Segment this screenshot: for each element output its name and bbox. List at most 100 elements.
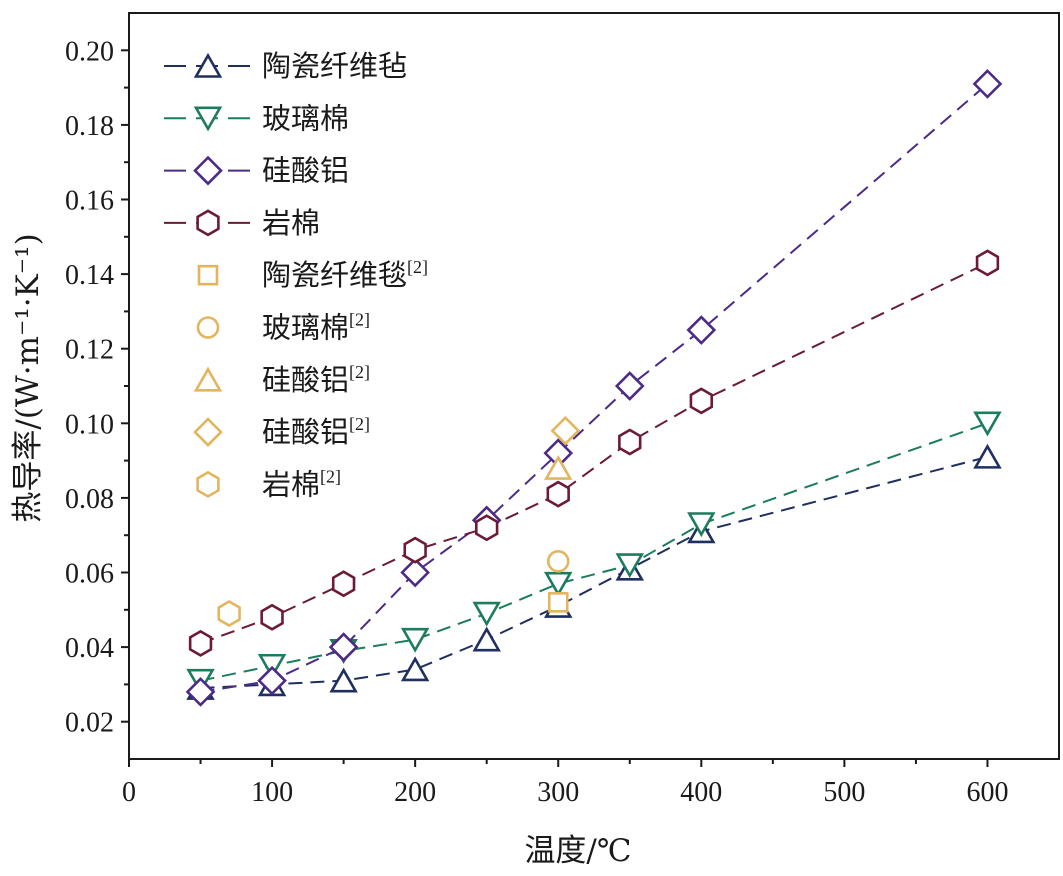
x-axis-title: 温度/℃ bbox=[524, 833, 631, 869]
series-2-point-1 bbox=[257, 665, 287, 696]
series-1-point-5 bbox=[543, 571, 573, 597]
series-2-point-6 bbox=[614, 371, 645, 401]
series-1-point-7 bbox=[687, 512, 716, 538]
legend-reference: [2] bbox=[407, 257, 428, 277]
series-1-point-4 bbox=[472, 601, 501, 627]
legend-entry-0: 陶瓷纤维毡 bbox=[164, 49, 407, 83]
series-7-point-0 bbox=[550, 415, 581, 446]
legend-name: 岩棉 bbox=[262, 467, 320, 501]
legend-marker bbox=[196, 209, 220, 237]
legend-marker bbox=[193, 52, 223, 78]
legend-marker bbox=[196, 316, 220, 339]
x-tick-label: 600 bbox=[966, 777, 1008, 808]
series-3-point-8 bbox=[975, 249, 1000, 277]
y-tick-label: 0.10 bbox=[65, 409, 114, 440]
x-tick-label: 300 bbox=[537, 777, 579, 808]
axis-ticks: 0 100 200 300 400 500 600 0.02 0.04 0.06 0.08 0.10 0… bbox=[65, 36, 1008, 808]
y-tick-label: 0.14 bbox=[65, 260, 114, 291]
series-7 bbox=[550, 415, 581, 446]
legend-reference: [2] bbox=[349, 310, 370, 330]
series-3-point-3 bbox=[403, 536, 427, 564]
series-2-point-2 bbox=[328, 632, 359, 662]
legend-marker bbox=[197, 264, 219, 286]
series-3-point-1 bbox=[260, 603, 284, 631]
series-4-point-0 bbox=[547, 592, 569, 613]
legend-entry-7: 硅酸铝[2] bbox=[193, 414, 370, 449]
legend: 陶瓷纤维毡玻璃棉硅酸铝岩棉陶瓷纤维毯[2]玻璃棉[2]硅酸铝[2]硅酸铝[2]岩… bbox=[164, 49, 428, 501]
y-tick-label: 0.08 bbox=[65, 484, 114, 515]
legend-name: 硅酸铝 bbox=[262, 363, 349, 397]
series-2-point-3 bbox=[400, 557, 430, 588]
series-3-point-4 bbox=[474, 514, 499, 542]
legend-label: 陶瓷纤维毯[2] bbox=[262, 257, 428, 292]
legend-entry-6: 硅酸铝[2] bbox=[193, 362, 370, 397]
series-1-point-1 bbox=[257, 653, 287, 679]
y-tick-label: 0.02 bbox=[65, 708, 114, 739]
y-tick-label: 0.06 bbox=[65, 559, 114, 590]
x-tick-label: 100 bbox=[251, 777, 293, 808]
series-3-point-2 bbox=[331, 570, 356, 598]
legend-name: 硅酸铝 bbox=[262, 154, 349, 188]
series-8 bbox=[217, 600, 241, 628]
series-4 bbox=[547, 592, 569, 613]
series-6-point-0 bbox=[543, 454, 573, 480]
legend-label: 玻璃棉 bbox=[262, 101, 349, 135]
series-3-point-7 bbox=[689, 387, 714, 415]
legend-entry-1: 玻璃棉 bbox=[164, 101, 349, 135]
series-1-point-6 bbox=[615, 553, 645, 579]
series-2-point-8 bbox=[972, 69, 1003, 99]
legend-entry-2: 硅酸铝 bbox=[164, 154, 349, 188]
legend-entry-5: 玻璃棉[2] bbox=[196, 310, 370, 345]
series-3 bbox=[188, 249, 1000, 657]
series-layer bbox=[185, 69, 1003, 707]
series-0-point-8 bbox=[973, 443, 1002, 469]
legend-marker bbox=[196, 470, 220, 498]
legend-reference: [2] bbox=[349, 362, 370, 382]
series-0-point-3 bbox=[400, 656, 430, 682]
legend-marker bbox=[193, 106, 223, 132]
legend-entry-4: 陶瓷纤维毯[2] bbox=[197, 257, 428, 292]
series-3-point-0 bbox=[188, 629, 213, 657]
y-tick-label: 0.12 bbox=[65, 335, 114, 366]
series-5-point-0 bbox=[546, 550, 570, 573]
legend-entry-3: 岩棉 bbox=[164, 206, 320, 240]
series-2-point-0 bbox=[185, 677, 216, 707]
series-6 bbox=[543, 454, 573, 480]
legend-name: 陶瓷纤维毡 bbox=[262, 49, 407, 83]
y-axis-title: 热导率/(W·m⁻¹·K⁻¹) bbox=[10, 233, 46, 522]
legend-marker bbox=[193, 417, 223, 447]
x-tick-label: 0 bbox=[122, 777, 136, 808]
legend-label: 玻璃棉[2] bbox=[262, 310, 370, 345]
y-tick-label: 0.18 bbox=[65, 111, 114, 142]
legend-entry-8: 岩棉[2] bbox=[196, 466, 341, 501]
series-3-point-6 bbox=[618, 428, 642, 456]
legend-name: 玻璃棉 bbox=[262, 101, 349, 135]
legend-marker bbox=[193, 155, 223, 186]
legend-reference: [2] bbox=[320, 466, 341, 486]
legend-name: 硅酸铝 bbox=[262, 415, 349, 449]
legend-label: 硅酸铝 bbox=[262, 154, 349, 188]
series-0-point-2 bbox=[329, 667, 358, 693]
legend-label: 岩棉 bbox=[262, 206, 320, 240]
legend-name: 岩棉 bbox=[262, 206, 320, 240]
series-0-point-4 bbox=[472, 626, 501, 652]
x-tick-label: 200 bbox=[394, 777, 436, 808]
legend-reference: [2] bbox=[349, 414, 370, 434]
series-1-point-8 bbox=[973, 411, 1002, 437]
y-tick-label: 0.16 bbox=[65, 186, 114, 217]
legend-label: 岩棉[2] bbox=[262, 466, 341, 501]
legend-name: 玻璃棉 bbox=[262, 311, 349, 345]
series-3-point-5 bbox=[546, 480, 570, 508]
series-8-point-0 bbox=[217, 600, 241, 628]
x-tick-label: 400 bbox=[680, 777, 722, 808]
legend-label: 硅酸铝[2] bbox=[262, 414, 370, 449]
legend-marker bbox=[193, 366, 223, 392]
legend-name: 陶瓷纤维毯 bbox=[262, 258, 407, 292]
legend-label: 陶瓷纤维毡 bbox=[262, 49, 407, 83]
series-2-point-7 bbox=[686, 315, 717, 345]
legend-label: 硅酸铝[2] bbox=[262, 362, 370, 397]
y-tick-label: 0.20 bbox=[65, 36, 114, 67]
series-1-point-3 bbox=[400, 627, 430, 653]
